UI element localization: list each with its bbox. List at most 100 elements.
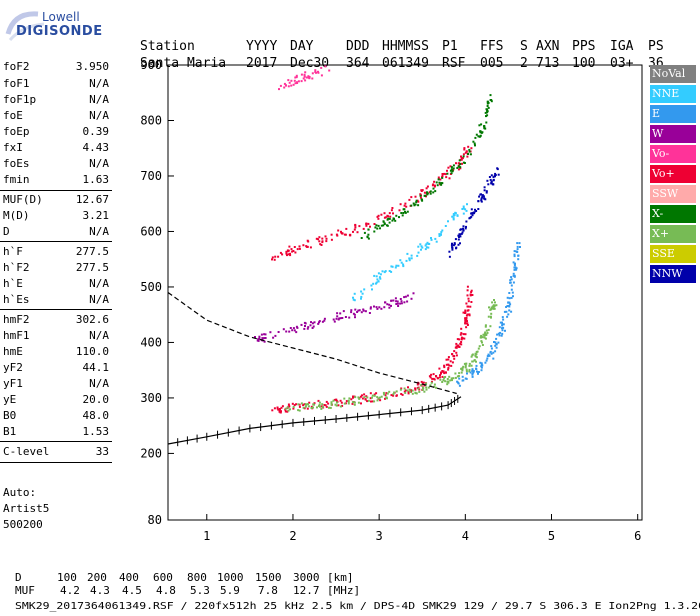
echo-point (511, 291, 514, 294)
echo-point (404, 202, 407, 205)
echo-point (419, 384, 422, 387)
echo-point (487, 315, 490, 318)
echo-point (421, 189, 424, 192)
echo-point (323, 404, 326, 406)
echo-point (469, 294, 472, 297)
echo-point (321, 240, 324, 243)
echo-point (426, 191, 428, 194)
echo-point (284, 407, 287, 410)
echo-point (356, 311, 359, 313)
echo-point (352, 395, 354, 398)
echo-point (464, 309, 467, 312)
echo-point (294, 251, 297, 254)
echo-point (300, 73, 303, 76)
echo-point (285, 84, 287, 87)
echo-point (285, 330, 288, 333)
echo-point (452, 377, 455, 380)
echo-point (489, 99, 492, 101)
echo-point (466, 372, 468, 375)
echo-point (483, 127, 486, 130)
echo-point (484, 325, 487, 328)
echo-point (360, 295, 363, 298)
echo-point (462, 153, 465, 156)
echo-point (424, 244, 427, 247)
header-label-yyyy: YYYY (246, 39, 277, 54)
echo-point (325, 240, 328, 243)
echo-point (470, 301, 473, 303)
echo-point (436, 377, 439, 380)
echo-point (302, 77, 305, 80)
echo-point (462, 333, 465, 336)
echo-point (367, 222, 370, 225)
echo-point (303, 75, 306, 78)
echo-point (363, 393, 366, 396)
param-row: foF1p N/A (3, 93, 109, 108)
echo-point (312, 403, 315, 406)
echo-point (447, 358, 450, 361)
echo-point (366, 236, 369, 239)
echo-point (352, 296, 354, 299)
echo-point (291, 250, 294, 253)
echo-point (377, 272, 380, 275)
echo-point (278, 408, 281, 410)
echo-point (485, 329, 488, 332)
param-name: h`F2 (3, 261, 30, 274)
echo-point (390, 394, 393, 397)
echo-point (364, 310, 367, 313)
echo-point (339, 317, 342, 320)
echo-point (287, 403, 290, 406)
echo-point (291, 329, 294, 332)
echo-point (490, 180, 493, 183)
param-row: foE N/A (3, 109, 109, 124)
echo-point (510, 288, 513, 291)
echo-point (395, 394, 398, 397)
echo-point (391, 265, 394, 268)
echo-point (423, 390, 426, 393)
echo-point (491, 305, 494, 308)
echo-point (512, 281, 515, 284)
footer-file-line: SMK29_2017364061349.RSF / 220fx512h 25 k… (15, 601, 700, 612)
param-name: foEp (3, 125, 30, 138)
echo-point (477, 208, 480, 210)
echo-point (501, 332, 504, 335)
echo-point (480, 334, 483, 337)
legend-item: X- (650, 205, 696, 223)
echo-point (324, 404, 327, 407)
echo-point (466, 322, 469, 325)
echo-point (478, 195, 481, 198)
echo-point (351, 401, 354, 404)
echo-point (508, 297, 511, 300)
echo-point (340, 401, 343, 404)
echo-point (283, 86, 286, 89)
echo-point (318, 321, 320, 324)
echo-point (468, 364, 471, 367)
echo-point (430, 238, 433, 241)
echo-point (469, 371, 472, 374)
echo-point (401, 214, 404, 217)
echo-point (476, 370, 478, 373)
echo-point (472, 371, 475, 373)
echo-point (452, 167, 455, 170)
echo-point (360, 290, 363, 293)
echo-point (350, 309, 353, 312)
echo-point (395, 390, 398, 393)
echo-point (396, 300, 399, 303)
echo-point (465, 368, 468, 371)
echo-point (493, 299, 495, 301)
echo-point (466, 324, 469, 326)
echo-point (311, 322, 314, 325)
echo-point (373, 223, 376, 225)
echo-point (517, 254, 520, 257)
echo-point (304, 71, 307, 74)
echo-point (257, 339, 260, 342)
echo-point (376, 215, 379, 218)
echo-point (515, 268, 518, 271)
echo-point (323, 319, 326, 322)
echo-point (480, 123, 483, 126)
x-axis: 1 2 3 4 5 6 (203, 514, 641, 543)
echo-point (380, 213, 383, 216)
echo-point (421, 199, 424, 202)
echo-point (464, 151, 467, 154)
echo-point (448, 255, 451, 258)
echo-point (293, 79, 296, 82)
